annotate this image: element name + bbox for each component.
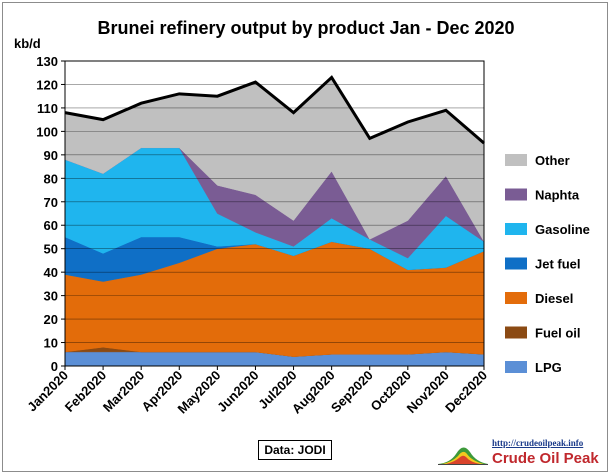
y-tick-label: 0	[51, 359, 58, 374]
legend-swatch	[505, 188, 527, 201]
plot-border	[64, 60, 485, 367]
y-tick-label: 50	[44, 242, 58, 257]
legend-swatch	[505, 361, 527, 373]
y-tick-label: 130	[36, 54, 58, 69]
y-tick-label: 80	[44, 171, 58, 186]
data-source-label: Data: JODI	[258, 440, 332, 460]
legend-swatch	[505, 326, 527, 339]
y-tick-label: 40	[44, 265, 58, 280]
y-tick-label: 120	[36, 77, 58, 92]
y-tick-label: 110	[37, 101, 58, 116]
y-tick-label: 60	[44, 218, 58, 233]
y-tick-label: 20	[44, 312, 58, 327]
legend-swatch	[505, 223, 527, 235]
y-tick-label: 10	[44, 336, 58, 351]
legend-label: Gasoline	[535, 222, 590, 237]
total-output-line	[64, 75, 485, 145]
logo-name: Crude Oil Peak	[492, 450, 599, 467]
legend-label: Other	[535, 153, 570, 168]
legend-label: Diesel	[535, 291, 573, 306]
x-tick-label: Mar2020	[100, 368, 147, 415]
y-tick-label: 70	[44, 195, 58, 210]
y-axis-label: kb/d	[14, 36, 41, 51]
y-tick-label: 30	[44, 289, 58, 304]
chart-title: Brunei refinery output by product Jan - …	[97, 18, 515, 38]
y-tick-label: 90	[44, 148, 58, 163]
oil-peak-curve-icon	[436, 440, 490, 466]
legend-swatch	[505, 292, 527, 304]
legend-label: Fuel oil	[535, 326, 581, 341]
legend-swatch	[505, 154, 527, 166]
x-tick-label: Dec2020	[442, 368, 490, 416]
legend-label: Naphta	[535, 188, 580, 203]
legend-swatch	[505, 257, 527, 270]
x-tick-label: Jun2020	[214, 368, 261, 415]
logo-url[interactable]: http://crudeoilpeak.info	[492, 438, 584, 448]
legend-label: LPG	[535, 360, 562, 375]
y-tick-label: 100	[36, 124, 58, 139]
x-tick-label: Sep2020	[328, 368, 376, 416]
crude-oil-peak-logo[interactable]: http://crudeoilpeak.info Crude Oil Peak	[436, 438, 599, 468]
legend-label: Jet fuel	[535, 257, 581, 272]
